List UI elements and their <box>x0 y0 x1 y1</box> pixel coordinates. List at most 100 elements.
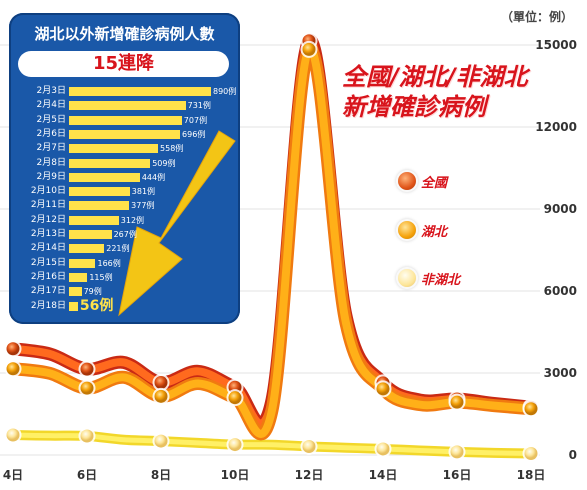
inset-row-date: 2月18日 <box>30 300 66 311</box>
chart-title-line-1: 全國/湖北/非湖北 <box>342 63 528 91</box>
inset-row-date: 2月8日 <box>36 157 66 168</box>
marker-非湖北-10 <box>228 438 242 452</box>
series-line-非湖北 <box>10 432 534 456</box>
inset-row-bar <box>69 101 186 111</box>
inset-row-bar <box>69 172 140 182</box>
inset-row-bar <box>69 201 130 211</box>
legend-label-national: 全國 <box>421 175 448 191</box>
x-tick-label-12日: 12日 <box>295 468 324 482</box>
inset-row-bar <box>69 287 82 297</box>
legend-item-hubei: 湖北 <box>398 219 447 241</box>
marker-非湖北-6 <box>80 429 94 443</box>
y-tick-label-12000: 12000 <box>535 120 577 134</box>
inset-row-bar <box>69 230 112 239</box>
inset-row-bar <box>69 215 119 225</box>
marker-湖北-14 <box>376 382 390 396</box>
y-tick-label-0: 0 <box>569 448 577 462</box>
inset-row-value: 79例 <box>83 287 102 297</box>
inset-row-value: 267例 <box>113 230 137 239</box>
inset-row-value: 890例 <box>213 87 237 96</box>
marker-湖北-12 <box>302 42 316 56</box>
y-tick-label-9000: 9000 <box>544 202 577 216</box>
inset-row-date: 2月9日 <box>36 171 66 182</box>
inset-row-bar <box>69 158 151 168</box>
inset-row-value: 731例 <box>187 101 211 111</box>
inset-row-value: 444例 <box>141 172 166 182</box>
legend-item-non-hubei: 非湖北 <box>398 267 460 289</box>
marker-非湖北-18 <box>524 446 538 460</box>
x-tick-label-8日: 8日 <box>151 468 171 482</box>
x-tick-label-10日: 10日 <box>221 468 250 482</box>
inset-row-bar <box>69 301 78 311</box>
x-tick-label-18日: 18日 <box>517 468 546 482</box>
inset-row-bar <box>69 129 181 139</box>
x-tick-label-14日: 14日 <box>369 468 398 482</box>
marker-非湖北-16 <box>450 445 464 459</box>
marker-非湖北-12 <box>302 439 316 453</box>
marker-湖北-10 <box>228 391 242 405</box>
marker-湖北-4 <box>6 362 20 376</box>
inset-row-date: 2月11日 <box>30 200 66 211</box>
series-line-湖北 <box>9 45 535 438</box>
inset-row-bar <box>69 244 105 254</box>
marker-非湖北-4 <box>6 428 20 442</box>
inset-row-date: 2月6日 <box>36 128 66 139</box>
inset-row-bar <box>69 272 88 282</box>
inset-row-date: 2月7日 <box>36 143 66 154</box>
inset-row-value: 312例 <box>120 215 145 225</box>
marker-非湖北-8 <box>154 434 168 448</box>
marker-全國-6 <box>80 362 94 376</box>
inset-row-date: 2月3日 <box>36 86 66 96</box>
marker-湖北-8 <box>154 389 168 403</box>
y-tick-label-3000: 3000 <box>544 366 577 380</box>
marker-湖北-6 <box>80 381 94 395</box>
legend-item-national: 全國 <box>398 170 447 192</box>
inset-row-bar <box>69 115 182 125</box>
x-tick-label-4日: 4日 <box>3 468 23 482</box>
marker-全國-4 <box>6 342 20 356</box>
inset-row-value: 509例 <box>152 158 176 168</box>
inset-row-date: 2月4日 <box>36 100 66 111</box>
inset-row-value: 56例 <box>79 297 114 314</box>
inset-row-date: 2月10日 <box>30 186 66 197</box>
marker-湖北-18 <box>524 402 538 416</box>
inset-banner: 15連降 <box>18 51 229 77</box>
inset-row-value: 115例 <box>89 272 113 282</box>
y-tick-label-6000: 6000 <box>544 284 577 298</box>
inset-row-value: 696例 <box>182 129 206 139</box>
inset-row-value: 377例 <box>131 201 155 211</box>
y-tick-label-15000: 15000 <box>535 38 577 52</box>
inset-row-value: 221例 <box>106 244 130 254</box>
inset-row-date: 2月17日 <box>30 286 66 297</box>
inset-row-value: 558例 <box>160 144 184 154</box>
inset-row-date: 2月14日 <box>30 243 66 254</box>
inset-row-bar <box>69 87 211 96</box>
inset-row-bar <box>69 187 130 197</box>
inset-row-date: 2月16日 <box>30 271 66 282</box>
legend-marker-non-hubei <box>398 269 416 287</box>
chart-title: 全國/湖北/非湖北 新增確診病例 <box>342 62 528 122</box>
inset-row-value: 381例 <box>131 187 156 197</box>
inset-title: 湖北以外新增確診病例人數 <box>34 25 215 43</box>
inset-row-date: 2月12日 <box>30 214 66 225</box>
inset-row-date: 2月15日 <box>30 257 66 268</box>
inset-row-bar <box>69 258 96 268</box>
marker-非湖北-14 <box>376 442 390 456</box>
x-tick-label-16日: 16日 <box>443 468 472 482</box>
legend-marker-national <box>398 172 416 190</box>
inset-row-date: 2月5日 <box>36 114 66 125</box>
legend-label-hubei: 湖北 <box>421 224 448 240</box>
unit-label: （單位：例） <box>500 10 573 24</box>
inset-row-value: 707例 <box>183 115 208 125</box>
inset-row-value: 166例 <box>97 258 121 268</box>
inset-row-bar <box>69 144 159 154</box>
marker-湖北-16 <box>450 395 464 409</box>
legend-marker-hubei <box>398 221 416 239</box>
chart-title-line-2: 新增確診病例 <box>342 93 486 121</box>
x-tick-label-6日: 6日 <box>77 468 97 482</box>
inset-panel: 湖北以外新增確診病例人數 15連降 2月3日 890例 2月4日 731例 2月5日 70… <box>9 13 240 324</box>
inset-row-date: 2月13日 <box>30 229 66 239</box>
legend-label-non-hubei: 非湖北 <box>421 272 461 288</box>
